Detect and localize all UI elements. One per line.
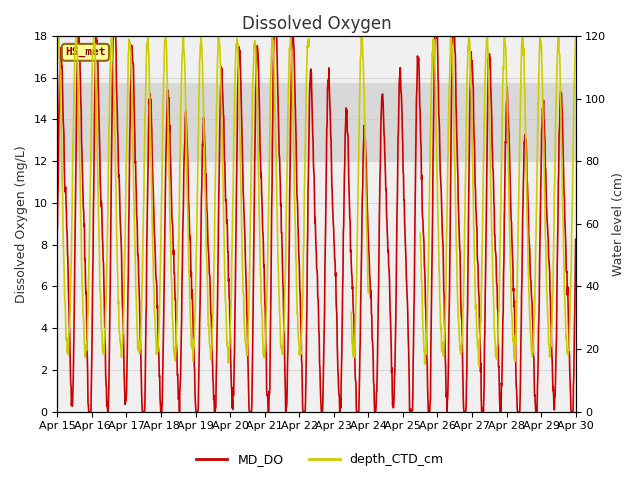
Y-axis label: Water level (cm): Water level (cm): [612, 172, 625, 276]
Text: HS_met: HS_met: [65, 47, 106, 58]
Legend: MD_DO, depth_CTD_cm: MD_DO, depth_CTD_cm: [191, 448, 449, 471]
Y-axis label: Dissolved Oxygen (mg/L): Dissolved Oxygen (mg/L): [15, 145, 28, 303]
Title: Dissolved Oxygen: Dissolved Oxygen: [242, 15, 391, 33]
Bar: [58, 83, 575, 161]
